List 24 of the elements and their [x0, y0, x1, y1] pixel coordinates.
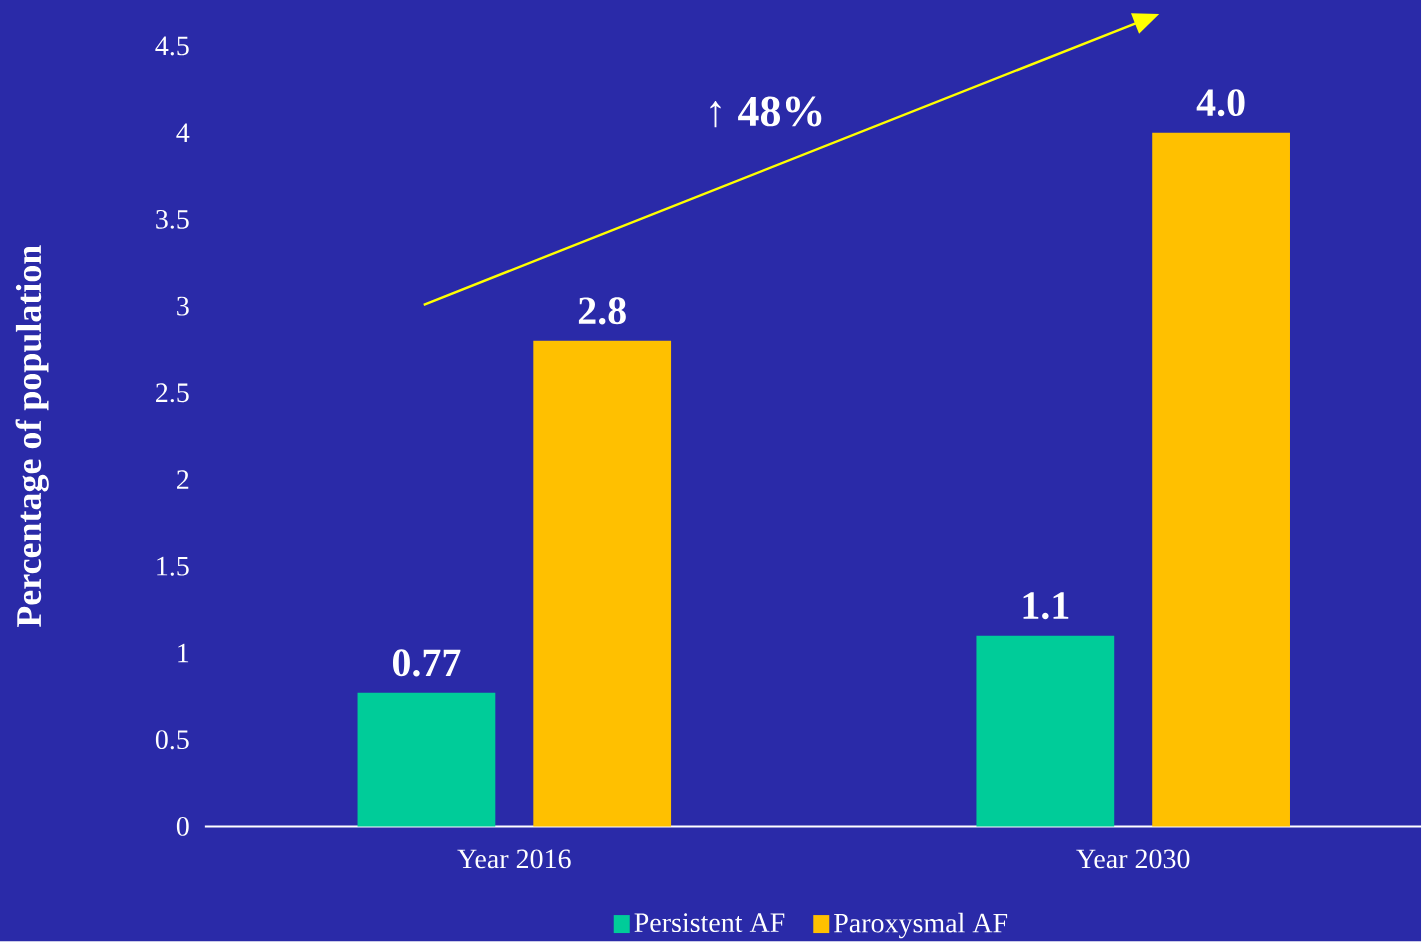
- data-label: 4.0: [1196, 89, 1245, 117]
- x-tick-label: Year 2016: [457, 849, 571, 869]
- y-tick-label: 2: [177, 470, 189, 489]
- legend-label: Persistent AF: [634, 913, 785, 932]
- y-tick-label: 1: [178, 643, 189, 663]
- bar: [357, 692, 496, 827]
- y-axis-title: Percentage of population: [15, 245, 49, 627]
- data-label: 2.8: [578, 297, 626, 325]
- x-tick-label: Year 2030: [1076, 849, 1190, 869]
- y-tick-label: 2.5: [156, 383, 189, 403]
- bar: [1152, 132, 1290, 827]
- data-label: 1.1: [1023, 592, 1069, 620]
- bar: [976, 635, 1115, 827]
- annotation: ↑ 48%: [710, 96, 822, 128]
- y-tick-label: 4: [176, 123, 190, 142]
- y-tick-label: 3: [177, 296, 189, 316]
- data-label: 0.77: [392, 649, 461, 677]
- legend-label: Paroxysmal AF: [834, 912, 1008, 939]
- y-tick-label: 0: [176, 816, 189, 836]
- y-tick-label: 3.5: [156, 209, 189, 229]
- y-tick-label: 1.5: [157, 556, 189, 576]
- bar: [533, 340, 672, 827]
- y-tick-label: 4.5: [155, 36, 189, 56]
- y-tick-label: 0.5: [155, 730, 189, 750]
